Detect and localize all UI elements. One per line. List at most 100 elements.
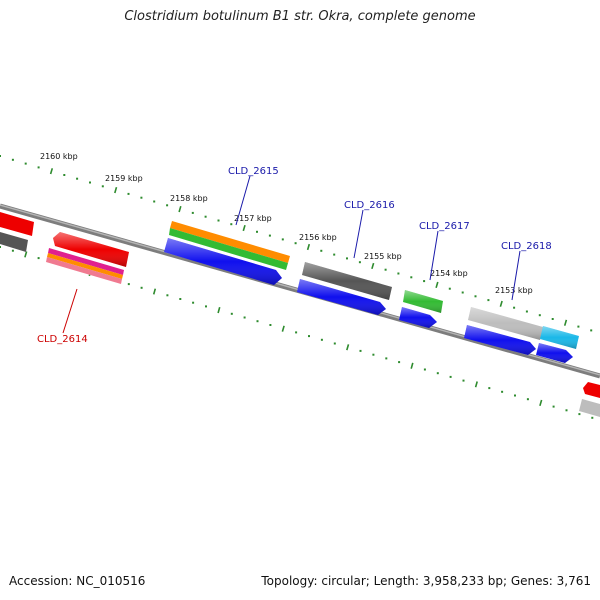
scale-tick: [49, 168, 54, 175]
scale-dot: [205, 305, 207, 308]
scale-dot: [101, 185, 104, 188]
scale-dot: [397, 272, 400, 275]
scale-dot: [11, 158, 14, 161]
gene-shade: [464, 325, 536, 355]
scale-dot: [552, 405, 555, 408]
scale-dot: [449, 375, 452, 378]
gene-label-cld-2617[interactable]: CLD_2617: [419, 221, 470, 232]
scale-dot: [333, 342, 336, 345]
scale-dot: [487, 299, 490, 302]
scale-tick: [410, 362, 414, 369]
gene-label-cld-2616[interactable]: CLD_2616: [344, 200, 395, 211]
scale-dot: [127, 283, 130, 286]
scale-dot: [294, 242, 297, 245]
scale-dot: [474, 295, 477, 298]
scale-tick: [563, 319, 568, 326]
scale-dot: [462, 379, 465, 382]
gene-feature-orange[interactable]: [170, 221, 290, 263]
gene-shade: [53, 232, 129, 267]
scale-dot: [0, 246, 1, 248]
outer-scale: [0, 155, 593, 332]
scale-dot: [179, 298, 182, 300]
scale-dot: [514, 394, 516, 397]
scale-tick: [346, 344, 350, 351]
gene-feature-orange-small[interactable]: [47, 253, 123, 279]
gene-feature-red-right[interactable]: [583, 382, 600, 398]
gene-feature-green[interactable]: [169, 228, 288, 270]
scale-dot: [577, 325, 580, 328]
scale-label-2154: 2154 kbp: [430, 269, 468, 278]
scale-dot: [513, 306, 516, 309]
scale-dot: [268, 234, 271, 237]
scale-dot: [526, 398, 529, 401]
scale-label-2157: 2157 kbp: [234, 214, 272, 223]
scale-dot: [243, 316, 246, 319]
gene-feature-grey-right[interactable]: [579, 399, 600, 417]
scale-dot: [551, 318, 554, 320]
scale-dot: [538, 314, 541, 317]
scale-label-2160: 2160 kbp: [40, 152, 78, 161]
scale-dot: [461, 291, 464, 294]
scale-dot: [256, 230, 258, 233]
scale-dot: [295, 331, 298, 334]
gene-label-cld-2615[interactable]: CLD_2615: [228, 166, 279, 177]
scale-dot: [0, 155, 1, 157]
scale-dot: [501, 390, 504, 393]
scale-label-2159: 2159 kbp: [105, 174, 143, 183]
scale-dot: [590, 329, 593, 332]
scale-dot: [565, 409, 568, 412]
gene-feature-grey-left[interactable]: [0, 232, 28, 252]
scale-dot: [333, 253, 336, 256]
scale-dot: [230, 223, 233, 226]
gene-feature-pink[interactable]: [46, 257, 122, 284]
leader-cld-2614: [62, 288, 78, 334]
leader-cld-2616: [353, 209, 364, 259]
scale-dot: [76, 177, 79, 180]
scale-dot: [423, 280, 426, 283]
scale-dot: [320, 249, 323, 252]
scale-dot: [384, 268, 387, 271]
scale-dot: [153, 200, 156, 203]
gene-feature-magenta[interactable]: [48, 248, 124, 275]
leader-lines: [62, 175, 521, 334]
gene-labels: CLD_2615 CLD_2616 CLD_2617 CLD_2618 CLD_…: [37, 166, 552, 345]
scale-tick: [474, 381, 478, 388]
scale-dot: [37, 257, 40, 260]
gene-features: [0, 212, 600, 417]
scale-dot: [410, 276, 413, 279]
scale-tick: [435, 281, 439, 289]
gene-shade: [164, 238, 282, 285]
scale-label-2156: 2156 kbp: [299, 233, 337, 242]
scale-label-2158: 2158 kbp: [170, 194, 208, 203]
gene-label-cld-2614[interactable]: CLD_2614: [37, 334, 88, 345]
scale-dot: [166, 294, 169, 297]
scale-dot: [127, 192, 130, 195]
scale-dot: [320, 338, 323, 341]
scale-dot: [398, 361, 401, 364]
scale-tick: [24, 251, 28, 258]
scale-tick: [242, 224, 246, 232]
scale-dot: [11, 249, 14, 252]
scale-dot: [63, 174, 66, 176]
scale-tick: [371, 262, 375, 270]
scale-dot: [256, 320, 259, 323]
scale-dot: [204, 215, 207, 218]
scale-dot: [436, 372, 439, 375]
gene-shade: [540, 326, 579, 349]
scale-dot: [191, 211, 194, 214]
gene-label-cld-2618[interactable]: CLD_2618: [501, 241, 552, 252]
scale-tick: [114, 186, 118, 194]
scale-dot: [372, 353, 375, 356]
scale-dot: [525, 310, 528, 313]
gene-shade: [302, 262, 392, 300]
scale-dot: [269, 324, 272, 326]
scale-tick: [306, 243, 311, 251]
gene-shade: [403, 290, 443, 313]
scale-dot: [166, 204, 169, 207]
scale-dot: [359, 349, 362, 352]
scale-dot: [346, 257, 348, 260]
gene-feature-red-left[interactable]: [0, 212, 34, 236]
scale-dot: [24, 162, 27, 165]
scale-tick: [178, 205, 182, 213]
